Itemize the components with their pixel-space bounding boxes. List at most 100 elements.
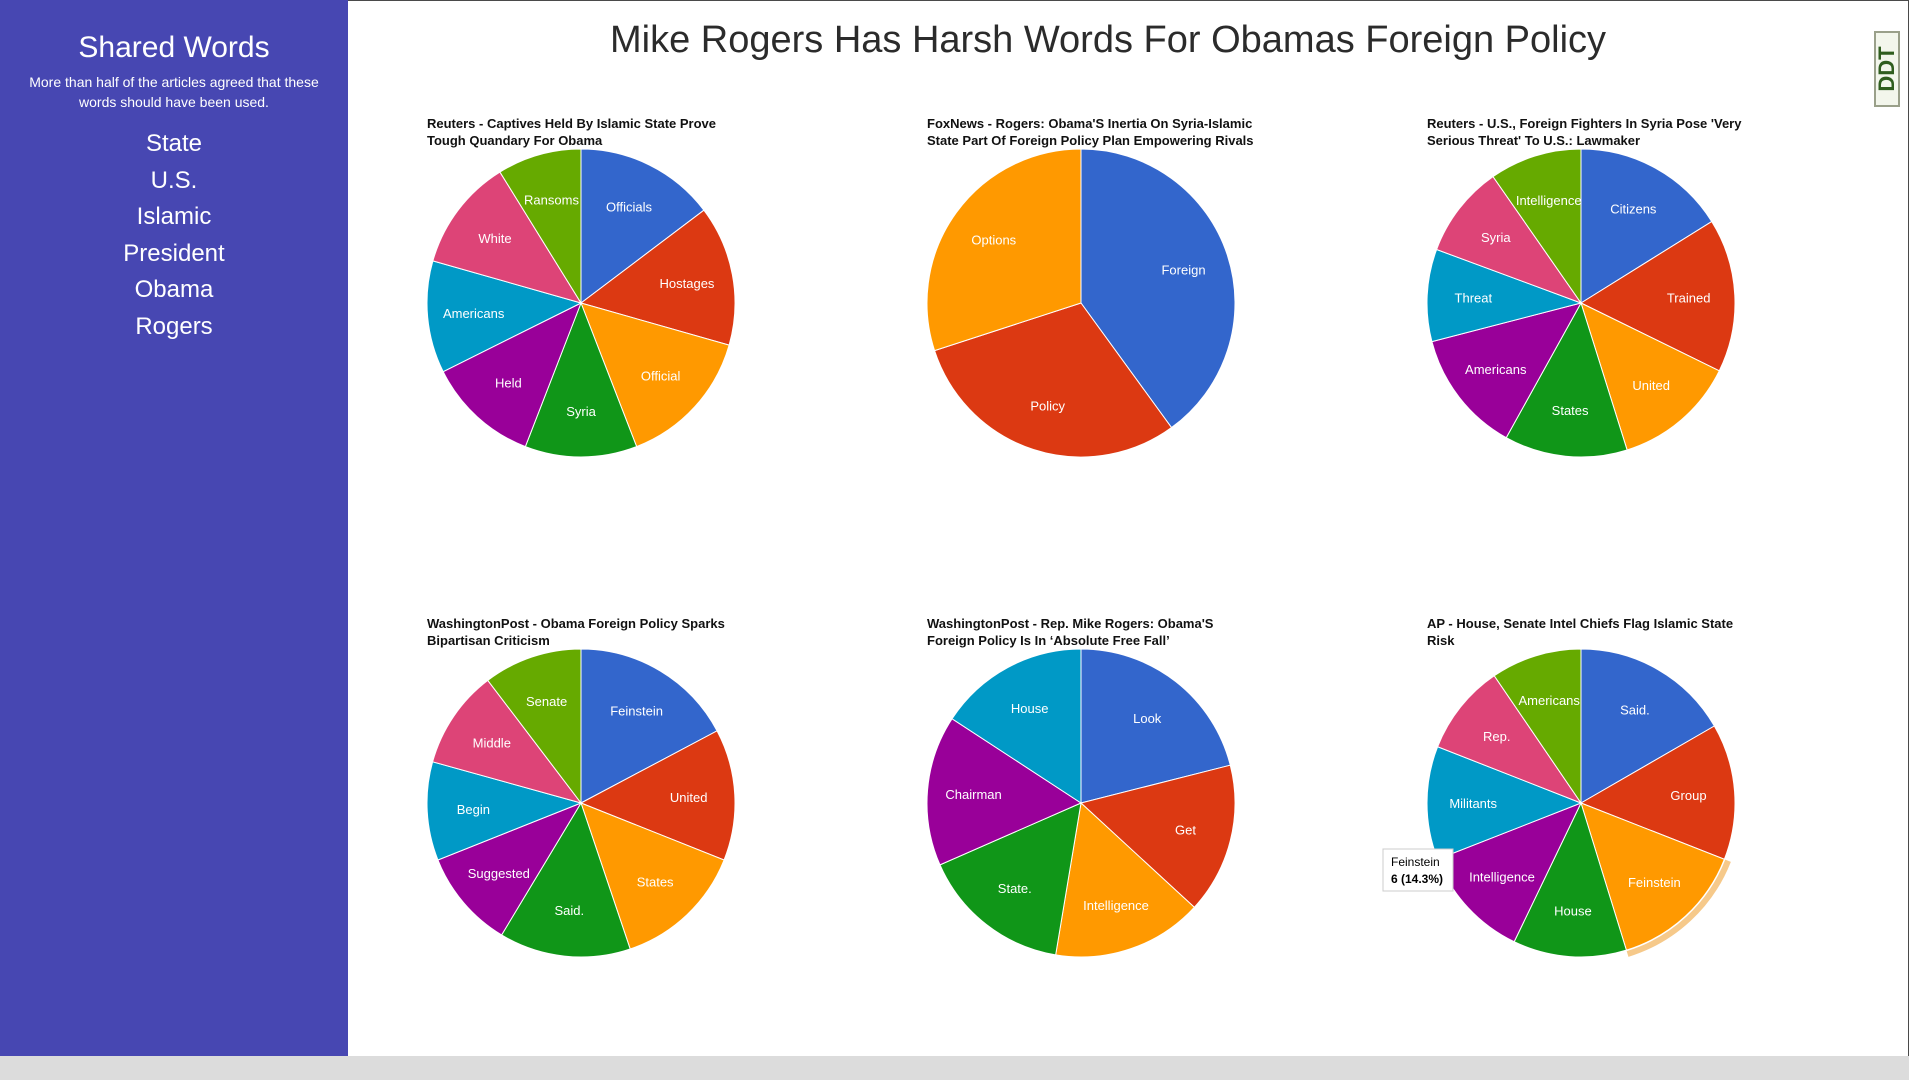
pie-slice[interactable]	[580, 302, 730, 448]
slice-label: States	[1552, 403, 1589, 418]
pie-slice[interactable]	[1079, 764, 1236, 909]
slice-label: Officials	[606, 200, 652, 215]
pie-slice[interactable]	[1435, 175, 1583, 305]
pie-chart[interactable]: Look Get Intelligence State. Chairman House	[926, 648, 1257, 979]
tooltip-label: Feinstein	[1391, 855, 1440, 869]
slice-label: Intelligence	[1469, 869, 1535, 884]
slice-label: Said.	[1620, 703, 1650, 718]
pie-slice[interactable]	[579, 730, 736, 861]
shared-word[interactable]: Islamic	[136, 203, 212, 230]
slice-label: Hostages	[660, 276, 715, 291]
shared-words-list: State U.S. Islamic President Obama Roger…	[0, 126, 348, 345]
pie-slice[interactable]	[1436, 675, 1583, 805]
pie-slice[interactable]	[1431, 302, 1583, 439]
pie-slice[interactable]	[579, 209, 736, 346]
pie-slice[interactable]	[580, 802, 725, 950]
pie-slice[interactable]	[1580, 302, 1720, 451]
slice-label: Syria	[566, 404, 596, 419]
pie-slice[interactable]	[431, 679, 583, 804]
pie-slice[interactable]	[432, 171, 583, 304]
pie-slice[interactable]	[1580, 802, 1726, 951]
slice-label: Official	[641, 369, 681, 384]
pie-chart-card: Reuters - U.S., Foreign Fighters In Syri…	[1426, 64, 1787, 484]
pie-slice[interactable]	[1580, 148, 1713, 304]
slice-label: Chairman	[945, 787, 1001, 802]
pie-slice[interactable]	[933, 302, 1173, 458]
pie-chart[interactable]: Feinstein United States Said. Suggested Begin…	[426, 648, 757, 979]
slice-label: United	[670, 790, 708, 805]
pie-slice[interactable]	[1055, 802, 1196, 958]
tooltip: Feinstein 6 (14.3%)	[1382, 848, 1454, 892]
slice-label: Ransoms	[524, 192, 579, 207]
tooltip-box	[1382, 848, 1454, 892]
pie-chart-card: WashingtonPost - Rep. Mike Rogers: Obama…	[926, 564, 1287, 984]
slice-label: House	[1011, 701, 1049, 716]
slice-label: Suggested	[468, 866, 530, 881]
pie-slice[interactable]	[1492, 148, 1582, 305]
pie-slice[interactable]	[442, 301, 582, 448]
pie-slice[interactable]	[426, 260, 583, 373]
pie-slice[interactable]	[1579, 725, 1736, 860]
chart-title: FoxNews - Rogers: Obama'S Inertia On Syr…	[927, 116, 1254, 148]
shared-word[interactable]: Obama	[134, 276, 214, 303]
pie-chart[interactable]: Officials Hostages Official Syria Held Americ…	[426, 148, 757, 479]
slice-label: State.	[998, 881, 1032, 896]
pie-chart-card: AP - House, Senate Intel Chiefs Flag Isl…	[1382, 564, 1787, 984]
pie-slice[interactable]	[1493, 648, 1582, 805]
slice-label: United	[1632, 378, 1670, 393]
pie-slice[interactable]	[500, 801, 631, 958]
shared-word[interactable]: Rogers	[135, 312, 213, 340]
slice-label: Said.	[555, 903, 585, 918]
pie-chart[interactable]: Said. Group Feinstein House Intelligence Mili…	[1382, 648, 1757, 979]
horizontal-scrollbar[interactable]	[0, 1056, 1909, 1080]
slice-label: White	[478, 231, 511, 246]
slice-label: Foreign	[1161, 263, 1205, 278]
pie-slice[interactable]	[939, 802, 1082, 956]
pie-slice[interactable]	[951, 648, 1082, 804]
shared-word[interactable]: U.S.	[150, 166, 198, 194]
slice-label: Senate	[526, 694, 567, 709]
main-content: Mike Rogers Has Harsh Words For Obamas F…	[348, 0, 1909, 1056]
pie-slice[interactable]	[1426, 248, 1583, 343]
pie-slice[interactable]	[1080, 648, 1231, 804]
pie-slice[interactable]	[499, 148, 582, 305]
pie-chart[interactable]: Citizens Trained United States Americans Thre…	[1426, 148, 1757, 479]
shared-word[interactable]: State	[145, 130, 203, 157]
slice-label: Trained	[1667, 291, 1711, 306]
pie-slice[interactable]	[926, 148, 1082, 352]
pie-slice[interactable]	[580, 148, 705, 305]
chart-title: WashingtonPost - Rep. Mike Rogers: Obama…	[927, 616, 1214, 648]
pie-slice[interactable]	[437, 801, 583, 936]
chart-title: AP - House, Senate Intel Chiefs Flag Isl…	[1427, 616, 1734, 648]
slice-label: Citizens	[1610, 202, 1657, 217]
pie-slice[interactable]	[426, 761, 583, 861]
pie-slice[interactable]	[580, 648, 718, 804]
shared-word[interactable]: President	[123, 239, 225, 267]
slice-highlight	[1626, 859, 1731, 957]
slice-label: Feinstein	[610, 704, 663, 719]
slice-label: Get	[1175, 822, 1196, 837]
pie-slice[interactable]	[1513, 801, 1628, 958]
ddt-logo: DDT	[1874, 31, 1900, 107]
slice-label: House	[1554, 903, 1592, 918]
pie-slice[interactable]	[1579, 220, 1736, 372]
slice-label: Threat	[1455, 291, 1493, 306]
pie-slice[interactable]	[1505, 301, 1628, 458]
pie-chart[interactable]: Foreign Policy Options	[926, 148, 1257, 479]
pie-slice[interactable]	[487, 648, 582, 805]
pie-slice[interactable]	[524, 301, 638, 458]
pie-slice[interactable]	[1080, 148, 1236, 429]
page-title: Mike Rogers Has Harsh Words For Obamas F…	[609, 19, 1607, 61]
slice-label: Options	[971, 233, 1016, 248]
slice-label: Look	[1133, 711, 1162, 726]
pie-slice[interactable]	[926, 718, 1083, 866]
slice-label: Americans	[1465, 362, 1527, 377]
sidebar-description: More than half of the articles agreed th…	[29, 74, 319, 110]
pie-chart-card: Reuters - Captives Held By Islamic State…	[426, 64, 787, 484]
slice-label: Americans	[443, 306, 505, 321]
tooltip-value: 6 (14.3%)	[1391, 872, 1443, 886]
pie-slice[interactable]	[1580, 648, 1716, 804]
slice-label: Begin	[457, 802, 490, 817]
chart-title: Reuters - Captives Held By Islamic State…	[427, 116, 717, 148]
slice-label: Middle	[473, 736, 511, 751]
